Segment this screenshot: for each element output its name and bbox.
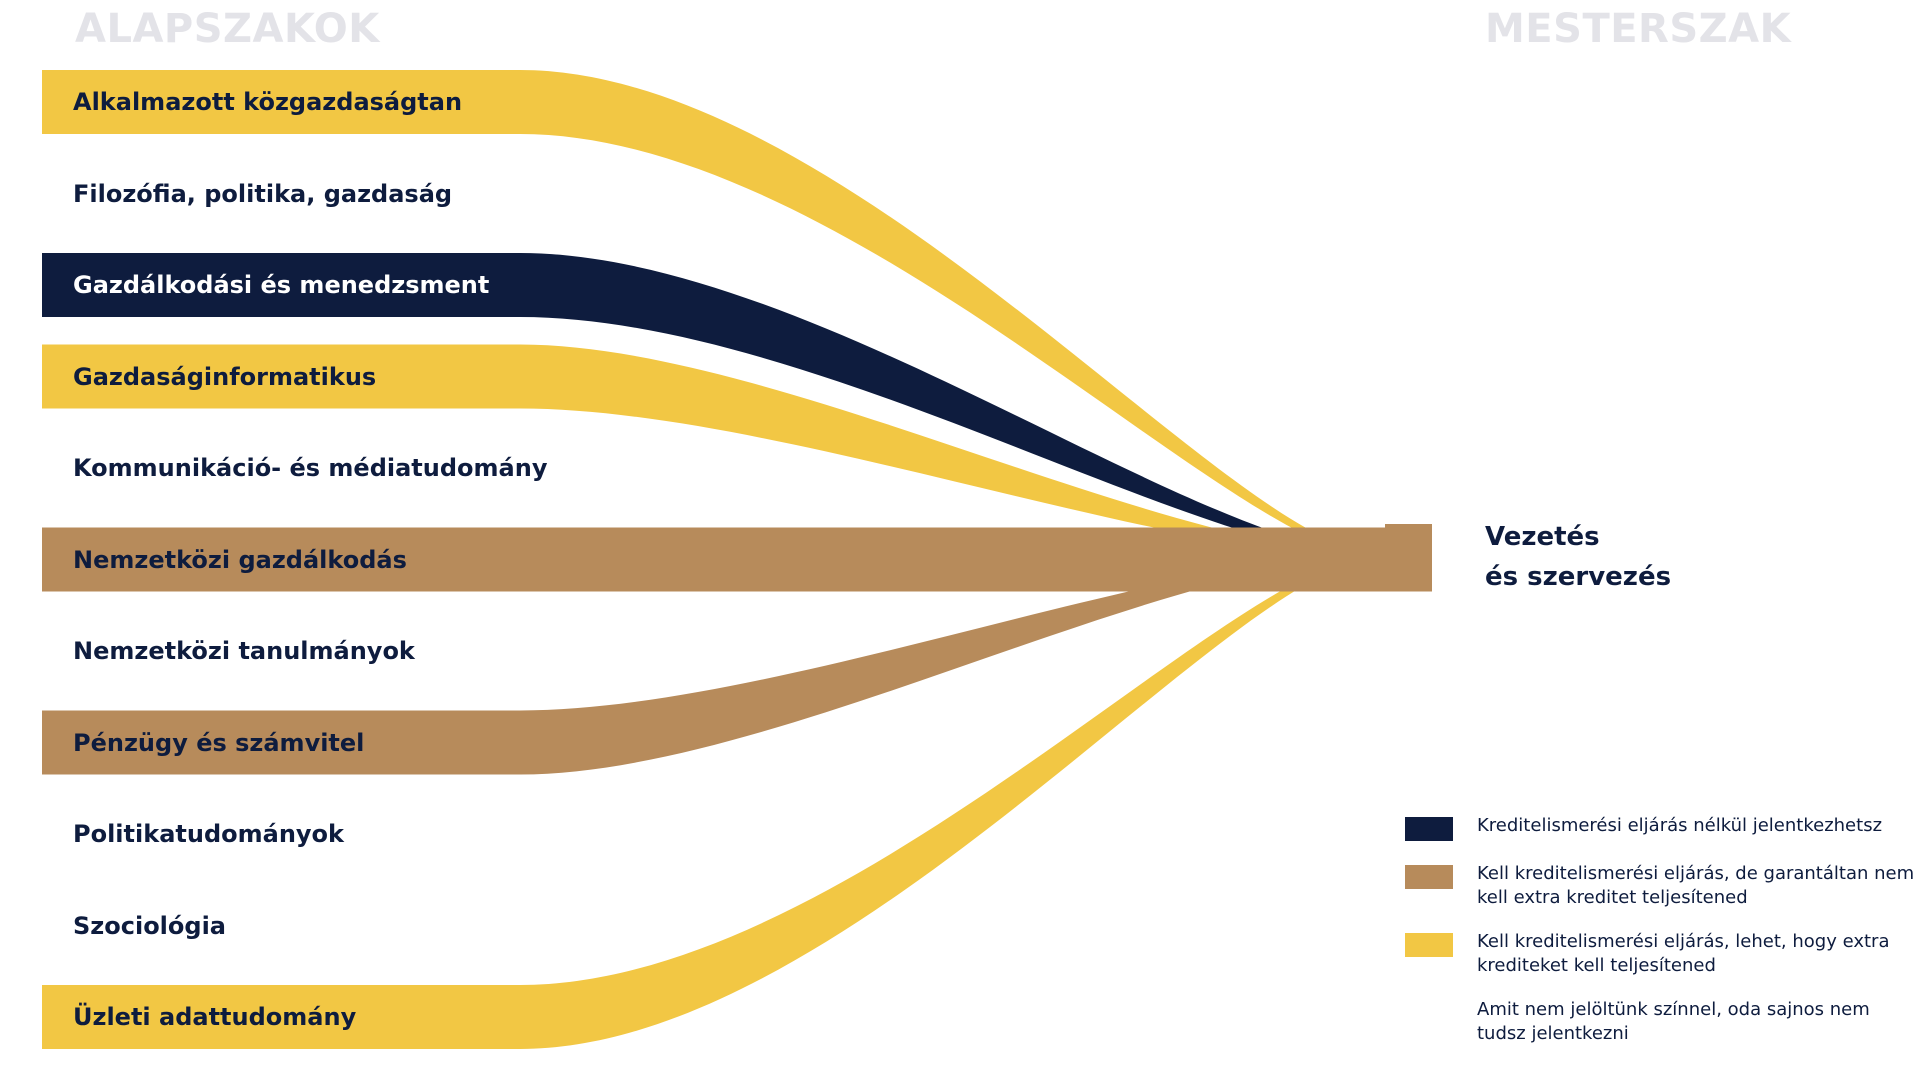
source-label: Üzleti adattudomány [73,1003,357,1031]
source-label: Nemzetközi tanulmányok [73,637,415,665]
legend-swatch [1405,865,1453,889]
legend-swatch [1405,817,1453,841]
legend-text: Kell kreditelismerési eljárás, de garant… [1477,863,1915,908]
source-label: Filozófia, politika, gazdaság [73,179,453,208]
header-bachelor: ALAPSZAKOK [75,6,380,52]
target-node [1385,524,1432,588]
source-label: Nemzetközi gazdálkodás [73,545,407,574]
legend-swatch [1405,933,1453,957]
source-label: Alkalmazott közgazdaságtan [73,88,463,116]
source-label: Gazdálkodási és menedzsment [73,271,490,299]
flow-ribbon [42,70,1432,558]
flow-ribbon [42,554,1432,1049]
header-master: MESTERSZAK [1485,6,1792,52]
target-label-line-2: és szervezés [1485,562,1672,592]
source-label: Pénzügy és számvitel [73,728,365,757]
source-label: Gazdaságinformatikus [73,362,377,391]
target-label-line-1: Vezetés [1485,522,1600,552]
target-label: Vezetés és szervezés [1485,517,1671,597]
source-label: Kommunikáció- és médiatudomány [73,454,548,482]
legend-text: Amit nem jelöltünk színnel, oda sajnos n… [1477,999,1870,1044]
source-label: Szociológia [73,911,226,940]
source-label: Politikatudományok [73,820,344,848]
flow-ribbon [42,554,1432,775]
flow-ribbon [42,344,1432,558]
legend-text: Kreditelismerési eljárás nélkül jelentke… [1477,815,1883,836]
flow-ribbon [42,253,1432,558]
flow-ribbon [42,527,1432,592]
legend-text: Kell kreditelismerési eljárás, lehet, ho… [1477,931,1890,976]
